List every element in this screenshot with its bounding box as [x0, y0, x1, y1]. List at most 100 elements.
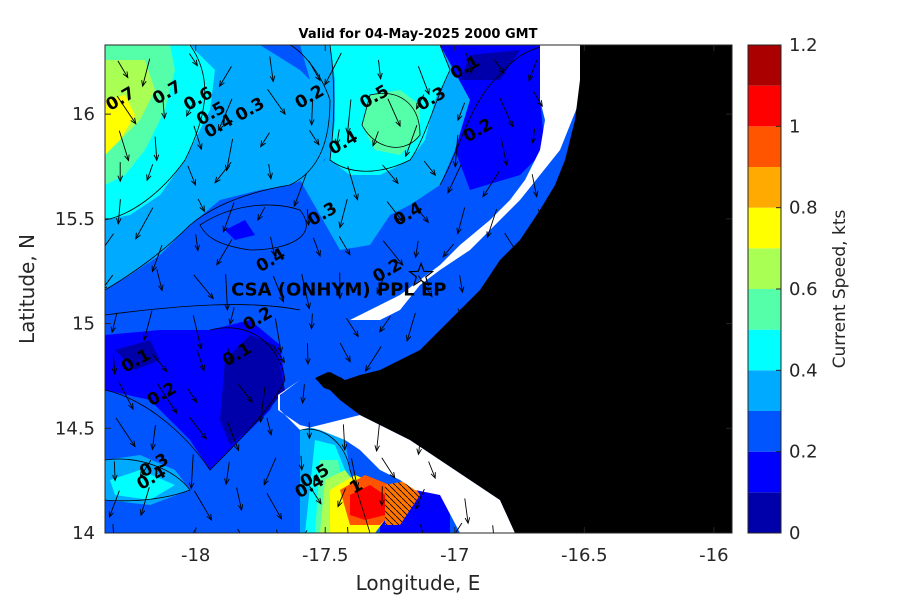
current-arrow	[457, 102, 466, 121]
current-arrow	[161, 93, 165, 119]
colorbar	[748, 45, 781, 533]
current-arrowhead	[237, 504, 244, 512]
current-arrowhead	[353, 330, 359, 338]
current-arrow	[486, 209, 498, 238]
current-arrowhead	[269, 75, 276, 83]
current-arrowhead	[277, 346, 283, 354]
current-arrow	[238, 383, 253, 403]
band-0.0-west	[115, 340, 160, 370]
current-arrowhead	[111, 534, 116, 540]
current-arrowhead	[389, 471, 396, 479]
current-arrowhead	[228, 318, 234, 326]
current-arrow	[457, 455, 474, 480]
current-arrow	[378, 59, 382, 79]
current-arrow	[192, 315, 202, 350]
current-vectors	[105, 52, 557, 554]
current-arrow	[139, 459, 152, 478]
current-arrowhead	[422, 216, 430, 224]
current-arrow	[372, 131, 379, 146]
current-arrow	[274, 318, 282, 353]
current-arrowhead	[364, 365, 371, 372]
current-arrow	[117, 199, 121, 224]
current-arrowhead	[484, 353, 491, 361]
current-arrow	[538, 461, 553, 490]
current-arrow	[219, 66, 232, 87]
current-arrow	[416, 94, 425, 110]
current-arrowhead	[415, 502, 421, 510]
current-arrow	[266, 492, 282, 520]
current-arrowhead	[224, 478, 230, 486]
current-arrow	[214, 161, 232, 183]
current-arrow	[386, 201, 403, 222]
current-arrowhead	[478, 411, 485, 419]
current-arrow	[336, 129, 340, 145]
current-arrowhead	[523, 368, 529, 376]
band-0.1-mid	[225, 220, 255, 240]
current-arrow	[526, 489, 530, 512]
contour-line	[105, 304, 301, 316]
current-arrow	[192, 527, 197, 533]
current-arrow	[347, 99, 352, 134]
current-arrow	[312, 237, 321, 257]
colorbar-segment	[748, 85, 781, 127]
current-arrowhead	[353, 482, 360, 490]
current-arrowhead	[524, 454, 530, 462]
current-arrow	[260, 387, 266, 423]
current-arrow	[374, 535, 377, 554]
current-arrowhead	[492, 430, 498, 438]
current-arrow	[454, 343, 464, 368]
current-arrowhead	[334, 138, 341, 146]
current-arrow	[531, 270, 536, 299]
current-arrowhead	[263, 478, 269, 486]
current-arrow	[418, 423, 423, 455]
current-arrowhead	[197, 143, 203, 151]
current-arrow	[499, 484, 512, 511]
current-arrowhead	[117, 175, 124, 183]
current-arrow	[151, 244, 163, 272]
current-arrowhead	[124, 154, 130, 162]
current-arrowhead	[278, 544, 283, 550]
current-arrow	[457, 308, 465, 326]
current-arrowhead	[379, 499, 385, 507]
current-arrowhead	[413, 251, 420, 259]
current-arrowhead	[207, 292, 214, 300]
current-arrowhead	[396, 215, 404, 223]
current-arrow	[225, 461, 230, 485]
current-arrowhead	[502, 159, 509, 167]
current-arrowhead	[199, 205, 205, 213]
current-arrowhead	[161, 112, 167, 120]
current-arrow	[227, 422, 240, 451]
current-arrow	[534, 317, 544, 335]
station: CSA (ONHYM) PPL EP	[231, 261, 447, 300]
current-arrow	[143, 310, 153, 340]
current-arrow	[419, 524, 424, 533]
current-arrow	[365, 346, 382, 372]
current-arrowhead	[377, 72, 383, 80]
current-arrowhead	[448, 539, 453, 545]
current-arrowhead	[278, 295, 285, 303]
current-arrowhead	[551, 406, 557, 414]
y-tick-label: 15.5	[55, 209, 95, 230]
current-arrowhead	[218, 80, 225, 88]
current-arrowhead	[315, 497, 322, 505]
current-arrow	[263, 457, 277, 485]
current-arrowhead	[457, 114, 463, 122]
current-arrow	[116, 95, 137, 125]
current-arrowhead	[171, 407, 178, 415]
station-star-icon	[408, 261, 435, 287]
land	[320, 45, 732, 533]
current-arrow	[504, 282, 511, 298]
current-arrow	[307, 343, 309, 365]
current-arrow	[482, 171, 500, 197]
current-arrowhead	[533, 190, 539, 198]
current-arrow	[105, 233, 114, 247]
current-arrowhead	[305, 358, 311, 366]
current-arrow	[415, 488, 425, 509]
current-arrowhead	[270, 249, 277, 257]
current-arrow	[108, 490, 120, 518]
current-arrow	[535, 234, 544, 249]
current-arrow	[465, 52, 473, 74]
current-arrowhead	[194, 244, 200, 252]
current-arrowhead	[542, 540, 546, 546]
x-axis-label: Longitude, E	[356, 571, 481, 595]
